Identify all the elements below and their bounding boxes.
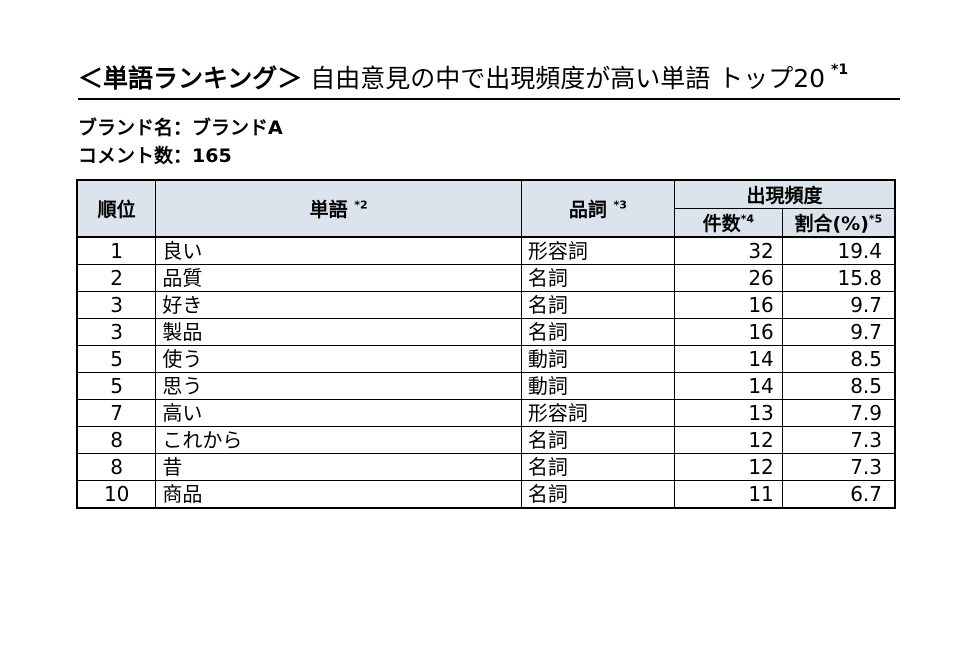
cell-count: 11 [673,480,783,509]
cell-word: 好き [155,291,522,319]
cell-rank: 8 [76,426,157,454]
cell-count: 14 [673,345,783,373]
cell-rank: 5 [76,372,157,400]
cell-word: 使う [155,345,522,373]
header-word: 単語 *2 [155,179,522,238]
cell-ratio: 15.8 [781,264,896,292]
table-row: 8 昔名詞 12 7.3 [76,453,896,481]
table-subheader-row: 件数*4 割合(%)*5 [77,208,896,238]
cell-ratio: 19.4 [781,236,896,265]
cell-count: 12 [673,426,783,454]
table-row: 2 品質 名詞 26 15.8 [76,264,896,292]
cell-rank: 5 [76,345,157,373]
cell-part-of-speech: 動詞 [520,372,675,400]
header-pos-note: *3 [613,198,627,212]
header-ratio: 割合(%)*5 [781,208,896,238]
cell-count: 16 [673,291,783,319]
cell-ratio: 9.7 [781,291,896,319]
cell-part-of-speech: 名詞 [520,318,675,346]
ranking-table-body: 1 良い 形容詞 32 19.4 2 品質 名詞 26 15.8 3 好き 名詞 16 9.7 3 製品 名詞 16… [76,236,896,509]
cell-ratio: 9.7 [781,318,896,346]
cell-rank: 3 [76,291,157,319]
cell-count: 32 [673,236,783,265]
cell-word: 昔 [155,453,522,481]
cell-ratio: 7.3 [781,426,896,454]
table-row: 7 高い 形容詞 13 7.9 [76,399,896,427]
cell-rank: 3 [76,318,157,346]
cell-rank: 1 [76,236,157,265]
cell-part-of-speech: 名詞 [520,480,675,509]
cell-word: 高い [155,399,522,427]
cell-rank: 2 [76,264,157,292]
cell-ratio: 8.5 [781,345,896,373]
cell-ratio: 6.7 [781,480,896,509]
title-note: *1 [831,61,849,78]
header-frequency: 出現頻度 [673,179,896,209]
header-word-note: *2 [354,198,368,212]
ranking-table: 順位 単語 *2 品詞 *3 出現頻度 件数*4 割合(%)*5 1 良い 形容詞 3… [76,179,896,509]
cell-part-of-speech: 動詞 [520,345,675,373]
cell-word: 良い [155,236,522,265]
table-row: 1 良い 形容詞 32 19.4 [76,236,896,265]
table-row: 8 これから 名詞 12 7.3 [76,426,896,454]
header-count-note: *4 [740,212,755,226]
cell-part-of-speech: 形容詞 [520,399,675,427]
brand-name-line: ブランド名：ブランドA [78,117,283,139]
title-main: ＜単語ランキング＞ [78,64,303,93]
cell-count: 14 [673,372,783,400]
table-row: 5 思う 動詞 14 8.5 [76,372,896,400]
header-ratio-note: *5 [868,212,883,226]
header-rank: 順位 [76,179,157,238]
cell-word: 思う [155,372,522,400]
cell-rank: 8 [76,453,157,481]
cell-count: 26 [673,264,783,292]
cell-part-of-speech: 名詞 [520,291,675,319]
cell-word: これから [155,426,522,454]
cell-part-of-speech: 名詞 [520,426,675,454]
cell-part-of-speech: 名詞 [520,453,675,481]
table-header-row: 順位 単語 *2 品詞 *3 出現頻度 [76,179,896,238]
cell-ratio: 7.9 [781,399,896,427]
header-pos: 品詞 *3 [520,179,675,238]
cell-word: 商品 [155,480,522,509]
table-row: 3 好き 名詞 16 9.7 [76,291,896,319]
cell-ratio: 8.5 [781,372,896,400]
cell-word: 製品 [155,318,522,346]
title-suffix: トップ20 [718,64,825,93]
table-row: 5 使う 動詞 14 8.5 [76,345,896,373]
table-row: 10 商品 名詞 11 6.7 [76,480,896,509]
cell-rank: 10 [76,480,157,509]
title-sub: 自由意見の中で出現頻度が高い単語 [310,64,711,93]
comment-count-line: コメント数：165 [78,145,232,167]
page-title: ＜単語ランキング＞ 自由意見の中で出現頻度が高い単語 トップ20 *1 [78,62,900,100]
cell-count: 12 [673,453,783,481]
cell-rank: 7 [76,399,157,427]
cell-ratio: 7.3 [781,453,896,481]
header-count: 件数*4 [673,208,783,238]
cell-part-of-speech: 名詞 [520,264,675,292]
cell-count: 13 [673,399,783,427]
cell-part-of-speech: 形容詞 [520,236,675,265]
cell-count: 16 [673,318,783,346]
table-row: 3 製品 名詞 16 9.7 [76,318,896,346]
cell-word: 品質 [155,264,522,292]
